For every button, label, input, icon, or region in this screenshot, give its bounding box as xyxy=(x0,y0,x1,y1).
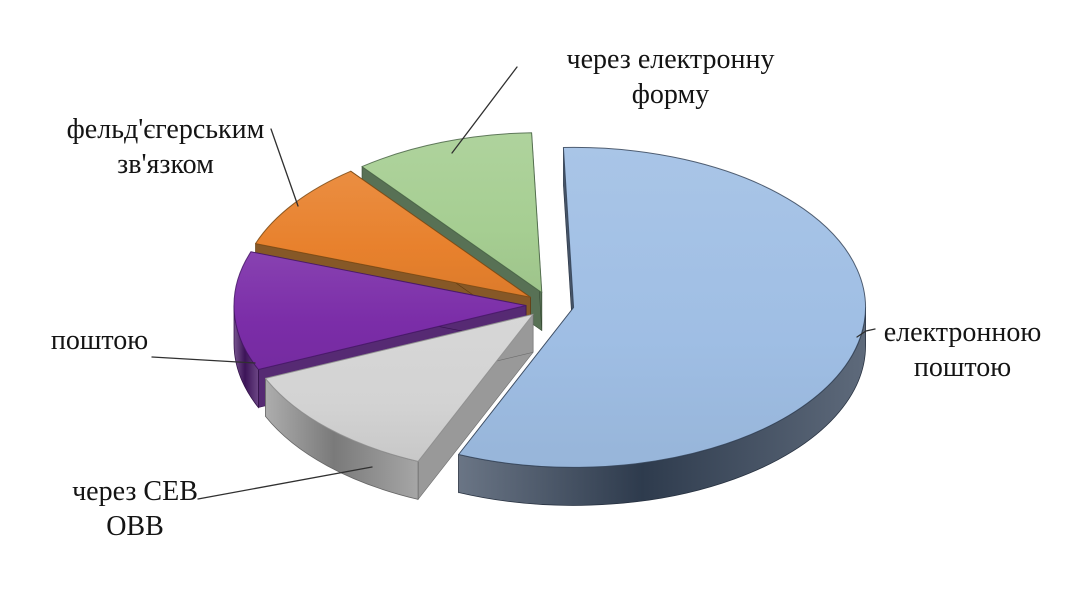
pie-slices-group xyxy=(233,132,866,506)
slice-label-email: електронною поштою xyxy=(883,317,1042,383)
leader-line-sev xyxy=(197,466,373,500)
leader-line-courier xyxy=(270,128,299,207)
pie-slice-sev xyxy=(265,313,534,501)
leader-line-mail xyxy=(151,356,256,364)
slice-label-courier: фельд'єгерським зв'язком xyxy=(66,114,265,180)
slice-label-sev: через СЕВ ОВВ xyxy=(72,476,198,542)
slice-label-mail: поштою xyxy=(50,325,149,356)
pie-slice-email xyxy=(458,146,866,506)
leader-line-email xyxy=(856,328,876,338)
leader-line-eform xyxy=(451,66,518,154)
leader-lines-group xyxy=(151,66,876,500)
slice-label-eform: через електронну форму xyxy=(566,44,775,110)
